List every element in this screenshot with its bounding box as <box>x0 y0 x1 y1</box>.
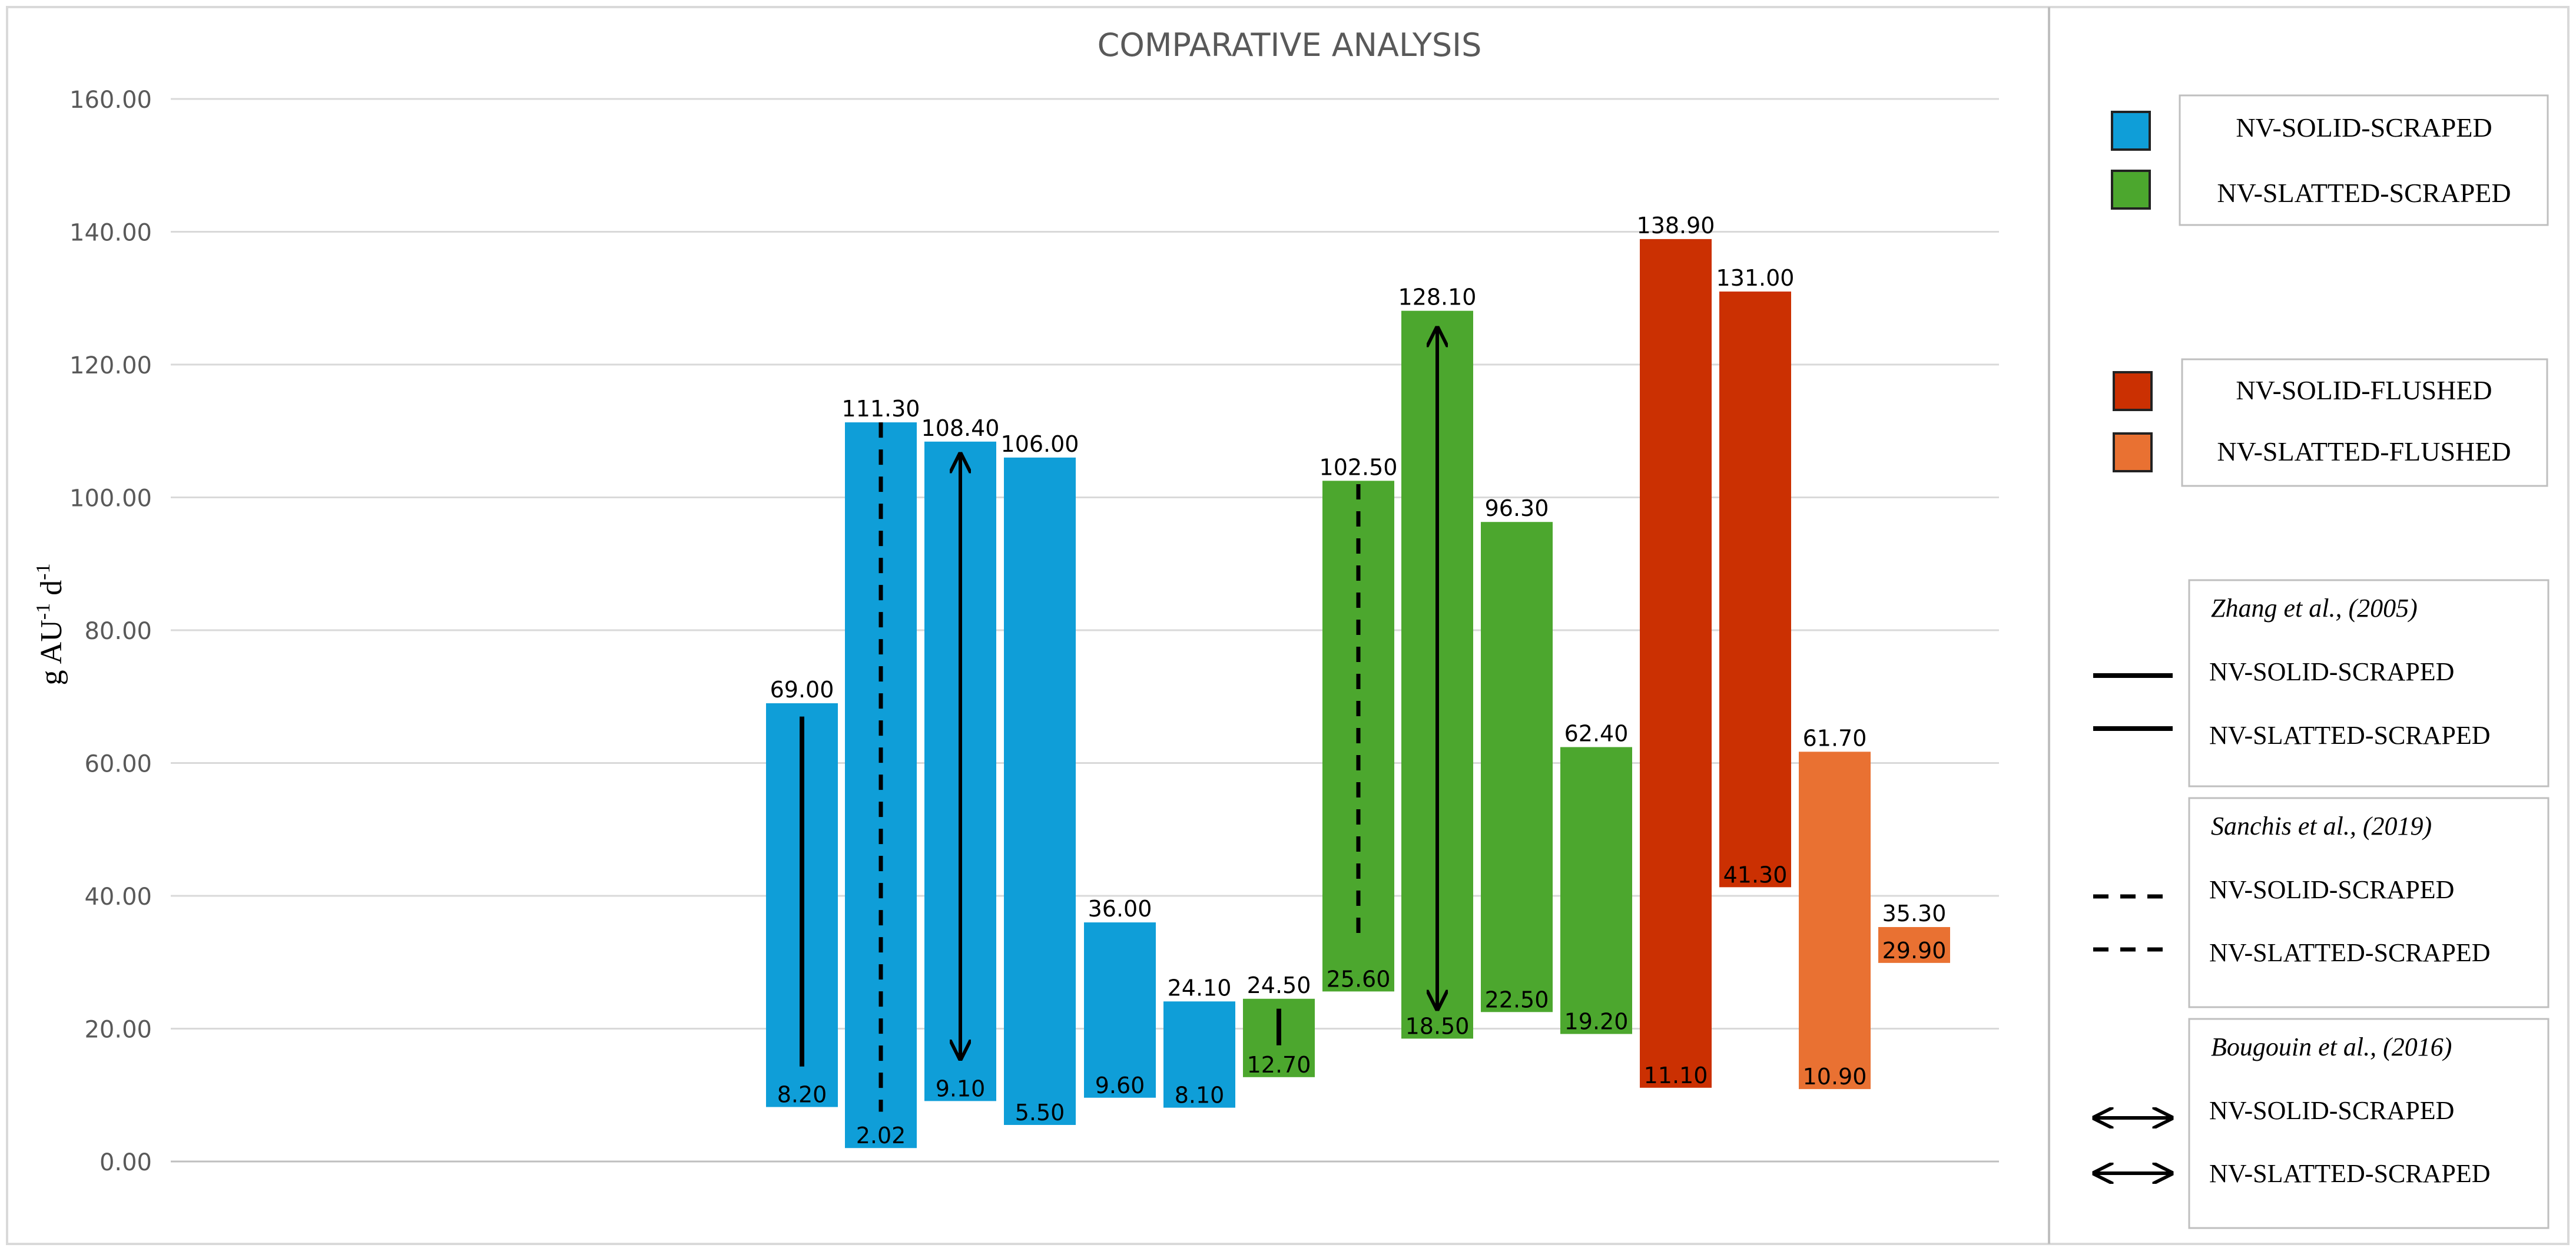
legend-label-nv-solid-flushed: NV-SOLID-FLUSHED <box>2236 375 2492 405</box>
bar-low-label: 22.50 <box>1485 987 1549 1012</box>
bar-high-label: 106.00 <box>1001 431 1079 457</box>
legend-box-sanchis <box>2188 797 2550 1008</box>
legend-study-zhang: Zhang et al., (2005) NV-SOLID-SCRAPED NV… <box>2093 579 2550 787</box>
legend-swatch-nv-solid-flushed <box>2113 371 2153 411</box>
bar-nv_slatted_flushed <box>1799 752 1871 1090</box>
chart-title: COMPARATIVE ANALYSIS <box>1098 27 1482 64</box>
bar-labels: 69.00 8.20 111.30 2.02 108.40 9.10 106.00 5.50 3… <box>770 213 1947 1149</box>
y-axis-label: g AU-1 d-1 <box>32 564 68 686</box>
bars <box>766 239 1950 1149</box>
bar-low-label: 29.90 <box>1882 938 1947 964</box>
y-tick-label: 60.00 <box>84 751 152 778</box>
bar-nv_slatted_scraped <box>1481 522 1553 1012</box>
y-tick-label: 20.00 <box>84 1017 152 1044</box>
bar-low-label: 5.50 <box>1015 1100 1065 1126</box>
legend-box-scraped <box>2179 94 2549 226</box>
bar-nv_solid_scraped <box>1163 1001 1235 1108</box>
bar-high-label: 69.00 <box>770 677 834 703</box>
bar-low-label: 9.10 <box>936 1075 986 1101</box>
bar-low-label: 19.20 <box>1564 1009 1629 1035</box>
legend-title-sanchis: Sanchis et al., (2019) <box>2211 812 2432 840</box>
bar-low-label: 25.60 <box>1327 966 1391 992</box>
legend-box-zhang <box>2188 579 2550 787</box>
bar-high-label: 24.10 <box>1168 975 1232 1001</box>
bar-low-label: 8.10 <box>1175 1083 1225 1108</box>
bar-high-label: 61.70 <box>1803 725 1867 751</box>
bar-high-label: 36.00 <box>1088 896 1152 922</box>
legend-colors-scraped: NV-SOLID-SCRAPED NV-SLATTED-SCRAPED <box>2111 94 2549 226</box>
bar-low-label: 10.90 <box>1803 1064 1867 1090</box>
bar-high-label: 128.10 <box>1398 284 1477 310</box>
bar-nv_solid_flushed <box>1640 239 1712 1088</box>
bar-high-label: 62.40 <box>1564 720 1629 746</box>
y-tick-label: 120.00 <box>69 352 152 379</box>
y-tick-label: 40.00 <box>84 883 152 911</box>
legend-item-bougouin-solid: NV-SOLID-SCRAPED <box>2209 1096 2454 1125</box>
y-tick-label: 80.00 <box>84 618 152 645</box>
bar-high-label: 96.30 <box>1485 495 1549 521</box>
bar-low-label: 9.60 <box>1095 1073 1145 1098</box>
bar-low-label: 2.02 <box>856 1123 906 1149</box>
y-tick-label: 140.00 <box>69 220 152 247</box>
legend-item-zhang-slatted: NV-SLATTED-SCRAPED <box>2209 721 2491 750</box>
y-tick-label: 160.00 <box>69 87 152 114</box>
legend-item-zhang-solid: NV-SOLID-SCRAPED <box>2209 657 2454 686</box>
bar-low-label: 8.20 <box>777 1082 827 1108</box>
study-markers <box>800 328 1437 1112</box>
bar-nv_solid_flushed <box>1719 291 1791 888</box>
legend-swatch-nv-slatted-scraped <box>2111 170 2151 210</box>
y-axis-ticks: 0.00 20.00 40.00 60.00 80.00 100.00 120.00 140.… <box>69 87 152 1176</box>
legend-colors-flushed: NV-SOLID-FLUSHED NV-SLATTED-FLUSHED <box>2113 358 2548 487</box>
legend-title-bougouin: Bougouin et al., (2016) <box>2211 1032 2452 1061</box>
bar-nv_slatted_scraped <box>1560 747 1632 1034</box>
bar-high-label: 108.40 <box>921 415 1000 441</box>
bar-nv_solid_scraped <box>1084 922 1156 1098</box>
legend-study-bougouin: Bougouin et al., (2016) NV-SOLID-SCRAPED… <box>2094 1018 2550 1229</box>
bar-low-label: 11.10 <box>1644 1063 1708 1088</box>
bar-high-label: 35.30 <box>1882 901 1947 926</box>
bar-nv_slatted_flushed <box>1878 926 1950 963</box>
bar-low-label: 41.30 <box>1723 862 1788 888</box>
bar-low-label: 12.70 <box>1247 1052 1311 1078</box>
bar-high-label: 138.90 <box>1637 213 1715 239</box>
bar-high-label: 102.50 <box>1320 454 1398 480</box>
legend-label-nv-solid-scraped: NV-SOLID-SCRAPED <box>2236 112 2492 143</box>
legend-item-bougouin-slatted: NV-SLATTED-SCRAPED <box>2209 1159 2491 1188</box>
legend-swatch-nv-solid-scraped <box>2111 111 2151 151</box>
bar-low-label: 18.50 <box>1405 1013 1470 1039</box>
bar-nv_solid_scraped <box>1004 457 1076 1125</box>
legend-label-nv-slatted-scraped: NV-SLATTED-SCRAPED <box>2217 178 2511 208</box>
legend-box-flushed <box>2181 358 2548 487</box>
legend-item-sanchis-slatted: NV-SLATTED-SCRAPED <box>2209 938 2491 967</box>
bar-high-label: 111.30 <box>842 396 920 422</box>
y-tick-label: 0.00 <box>100 1149 152 1176</box>
legend-title-zhang: Zhang et al., (2005) <box>2211 594 2418 623</box>
bar-high-label: 24.50 <box>1247 972 1311 998</box>
y-tick-label: 100.00 <box>69 485 152 512</box>
legend-item-sanchis-solid: NV-SOLID-SCRAPED <box>2209 875 2454 904</box>
legend-label-nv-slatted-flushed: NV-SLATTED-FLUSHED <box>2217 436 2511 466</box>
legend-study-sanchis: Sanchis et al., (2019) NV-SOLID-SCRAPED … <box>2093 797 2550 1008</box>
bar-high-label: 131.00 <box>1716 265 1795 291</box>
legend-box-bougouin <box>2188 1018 2550 1229</box>
legend-swatch-nv-slatted-flushed <box>2113 432 2153 472</box>
